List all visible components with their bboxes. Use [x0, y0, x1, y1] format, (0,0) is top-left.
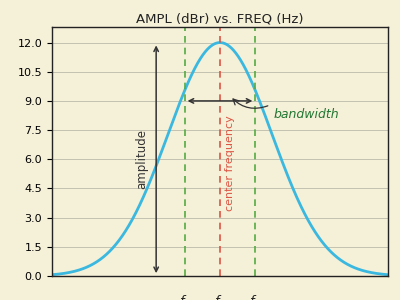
- Text: center frequency: center frequency: [225, 115, 235, 211]
- Text: amplitude: amplitude: [135, 129, 148, 189]
- Title: AMPL (dBr) vs. FREQ (Hz): AMPL (dBr) vs. FREQ (Hz): [136, 13, 304, 26]
- Text: $f_1$: $f_1$: [179, 293, 190, 300]
- Text: $f_0$: $f_0$: [214, 293, 226, 300]
- Text: bandwidth: bandwidth: [274, 108, 339, 121]
- Text: $f_2$: $f_2$: [250, 293, 261, 300]
